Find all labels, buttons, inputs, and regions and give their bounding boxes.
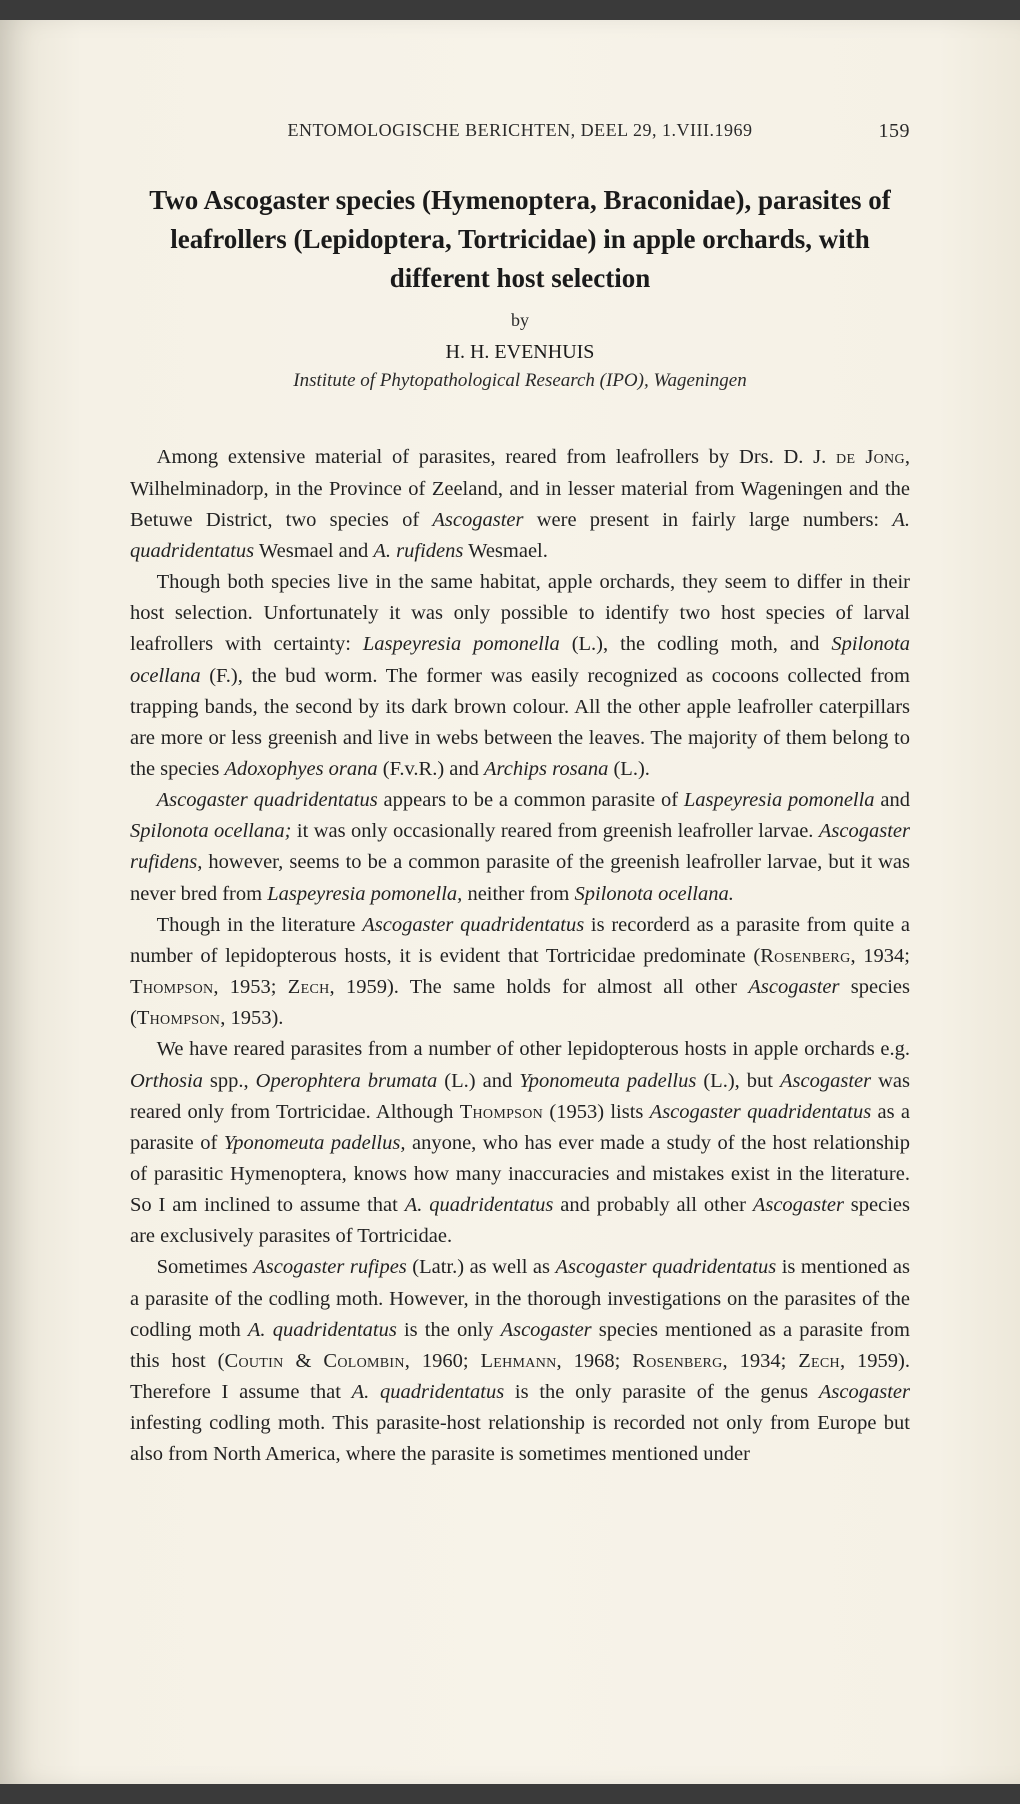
page-number: 159: [879, 120, 911, 143]
article-title: Two Ascogaster species (Hymenoptera, Bra…: [130, 181, 910, 298]
running-head: ENTOMOLOGISCHE BERICHTEN, DEEL 29, 1.VII…: [130, 120, 910, 141]
author-affiliation: Institute of Phytopathological Research …: [130, 370, 910, 392]
byline-by: by: [130, 310, 910, 331]
paragraph: Though in the literature Ascogaster quad…: [130, 910, 910, 1035]
paragraph: Sometimes Ascogaster rufipes (Latr.) as …: [130, 1252, 910, 1470]
page: ENTOMOLOGISCHE BERICHTEN, DEEL 29, 1.VII…: [0, 20, 1020, 1784]
paragraph: We have reared parasites from a number o…: [130, 1034, 910, 1252]
journal-header: ENTOMOLOGISCHE BERICHTEN, DEEL 29, 1.VII…: [288, 120, 753, 140]
author-name: H. H. EVENHUIS: [130, 341, 910, 364]
paragraph: Though both species live in the same hab…: [130, 567, 910, 785]
paragraph: Among extensive material of parasites, r…: [130, 442, 910, 567]
article-body: Among extensive material of parasites, r…: [130, 442, 910, 1470]
paragraph: Ascogaster quadridentatus appears to be …: [130, 785, 910, 910]
